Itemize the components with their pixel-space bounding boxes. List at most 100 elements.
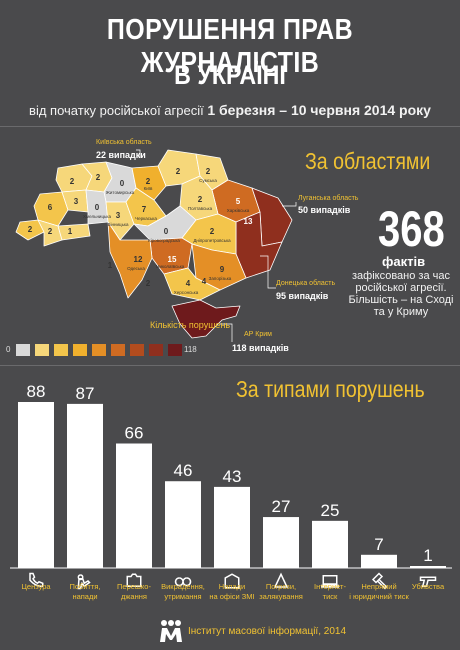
subtitle-prefix: від початку російської агресії bbox=[29, 103, 208, 118]
types-section-title: За типами порушень bbox=[236, 376, 425, 402]
map-label-khmelnytskyi: 0 bbox=[95, 203, 100, 212]
callout-kyiv-region: Київська область bbox=[96, 139, 152, 146]
map-name-sumy: Сумська bbox=[199, 178, 217, 183]
total-label: фактів bbox=[382, 254, 426, 269]
map-label-kherson: 4 bbox=[186, 279, 191, 288]
page-title-line2: В УКРАЇНІ bbox=[174, 60, 286, 90]
page-title-line1: ПОРУШЕННЯ ПРАВ ЖУРНАЛІСТІВ bbox=[106, 14, 354, 79]
region-zakarpattia bbox=[15, 219, 45, 241]
callout-crimea-value: 118 випадків bbox=[232, 343, 289, 353]
legend-title: Кількість порушень bbox=[150, 320, 231, 330]
threat-icon bbox=[273, 572, 289, 588]
legend-swatch-4 bbox=[92, 344, 106, 356]
callout-line-kyiv bbox=[136, 149, 141, 158]
bar-value-label-4: 43 bbox=[223, 467, 242, 486]
map-label-kherson-east: 4 bbox=[202, 277, 207, 286]
imi-logo-icon bbox=[160, 620, 182, 642]
legend-min-label: 0 bbox=[6, 345, 11, 354]
category-label-2: Перешко-джання bbox=[117, 582, 151, 601]
map-name-kherson: Херсонська bbox=[174, 290, 199, 295]
map-name-khmelnytskyi: Хмельницька bbox=[83, 214, 111, 219]
bar-value-label-3: 46 bbox=[174, 461, 193, 480]
bar-value-label-6: 25 bbox=[321, 501, 340, 520]
callout-kyiv-value: 22 випадки bbox=[96, 150, 146, 160]
map-name-odesa: Одеська bbox=[127, 266, 145, 271]
map-name-kirovohrad: Кіровоградська bbox=[148, 238, 180, 243]
bar-value-label-1: 87 bbox=[76, 384, 95, 403]
callout-donetsk-region: Донецька область bbox=[276, 280, 336, 287]
category-label-6: Інтернет-тиск bbox=[314, 582, 346, 601]
office-attack-icon bbox=[224, 573, 240, 589]
handcuffs-icon bbox=[174, 577, 192, 587]
gavel-icon bbox=[371, 572, 388, 590]
region-kyiv-obl bbox=[131, 165, 167, 201]
regions-section-title: За областями bbox=[305, 148, 431, 174]
phone-cut-icon bbox=[29, 572, 44, 588]
callout-luhansk-region: Луганська область bbox=[298, 195, 359, 202]
map-label-sumy: 2 bbox=[206, 167, 211, 176]
map-label-dnipro: 2 bbox=[210, 227, 215, 236]
bar-7 bbox=[361, 554, 397, 568]
map-label-chernivtsi: 1 bbox=[68, 227, 73, 236]
category-label-1: Побиття, напади bbox=[69, 582, 100, 601]
beating-icon bbox=[77, 574, 91, 590]
map-name-mykolaiv: Миколаївська bbox=[156, 264, 185, 269]
map-label-kharkiv: 5 bbox=[236, 197, 241, 206]
legend-swatch-3 bbox=[73, 344, 87, 356]
callout-line-luhansk bbox=[282, 202, 297, 207]
bar-2 bbox=[116, 443, 152, 568]
map-label-mykolaiv: 15 bbox=[168, 255, 177, 264]
total-description: зафіксовано за час російської агресії. Б… bbox=[348, 270, 454, 318]
map-label-zhytomyr: 0 bbox=[120, 179, 125, 188]
legend-swatch-2 bbox=[54, 344, 68, 356]
callout-donetsk-value: 95 випадків bbox=[276, 291, 329, 301]
total-count: 368 bbox=[378, 201, 445, 257]
region-chernivtsi bbox=[57, 223, 91, 241]
map-name-vinnytsia: Вінницька bbox=[108, 222, 129, 227]
region-kherson bbox=[163, 267, 221, 301]
map-name-poltava: Полтавська bbox=[188, 206, 213, 211]
legend-swatch-7 bbox=[149, 344, 163, 356]
bar-0 bbox=[18, 402, 54, 568]
camera-block-icon bbox=[126, 573, 142, 587]
gun-icon bbox=[419, 576, 437, 587]
bar-6 bbox=[312, 520, 348, 568]
map-label-volyn: 2 bbox=[70, 177, 75, 186]
region-vinnytsia bbox=[105, 201, 135, 241]
map-name-kyiv: Київ bbox=[144, 186, 153, 191]
category-label-4: Напади на офіси ЗМІ bbox=[209, 582, 254, 601]
map-label-vinnytsia: 3 bbox=[116, 211, 121, 220]
bar-value-label-5: 27 bbox=[272, 497, 291, 516]
category-label-5: Погрози, залякування bbox=[259, 582, 303, 601]
region-odesa bbox=[107, 221, 153, 299]
map-name-kharkiv: Харківська bbox=[227, 208, 250, 213]
map-label-poltava: 2 bbox=[198, 195, 203, 204]
bar-value-label-7: 7 bbox=[374, 535, 383, 554]
map-label-odesa-west: 1 bbox=[108, 261, 113, 270]
category-label-8: Убивства bbox=[412, 582, 445, 591]
map-label-ternopil: 3 bbox=[74, 197, 79, 206]
violations-bar-chart: 88 Цензура 87 Побиття, напади 66 Перешко-джанн… bbox=[10, 382, 452, 601]
map-label-chernihiv: 2 bbox=[176, 167, 181, 176]
category-label-3: Викрадення, утримання bbox=[161, 582, 205, 601]
callout-luhansk-value: 50 випадків bbox=[298, 205, 351, 215]
legend-max-label: 118 bbox=[184, 345, 197, 354]
map-label-rivne: 2 bbox=[96, 173, 101, 182]
map-label-odesa-south: 2 bbox=[146, 279, 151, 288]
callout-crimea-region: АР Крим bbox=[244, 331, 272, 338]
callout-line-crimea bbox=[220, 323, 233, 342]
legend-swatch-1 bbox=[35, 344, 49, 356]
map-name-cherkasy: Черкаська bbox=[135, 216, 157, 221]
bar-value-label-2: 66 bbox=[125, 424, 144, 443]
bar-5 bbox=[263, 517, 299, 568]
internet-icon bbox=[321, 575, 339, 588]
ukraine-map: 2 2 0 2 2 2 5 2 6 3 3 1 0 2 7 2 13 2 0 2… bbox=[15, 149, 297, 342]
map-label-lviv: 6 bbox=[48, 203, 53, 212]
map-label-zaporizhzhia: 9 bbox=[220, 265, 225, 274]
legend-swatch-0 bbox=[16, 344, 30, 356]
legend-swatch-8 bbox=[168, 344, 182, 356]
map-label-cherkasy: 7 bbox=[142, 205, 147, 214]
region-ivano-frankivsk bbox=[37, 219, 63, 247]
subtitle: від початку російської агресії 1 березня… bbox=[0, 102, 460, 118]
bar-1 bbox=[67, 403, 103, 568]
